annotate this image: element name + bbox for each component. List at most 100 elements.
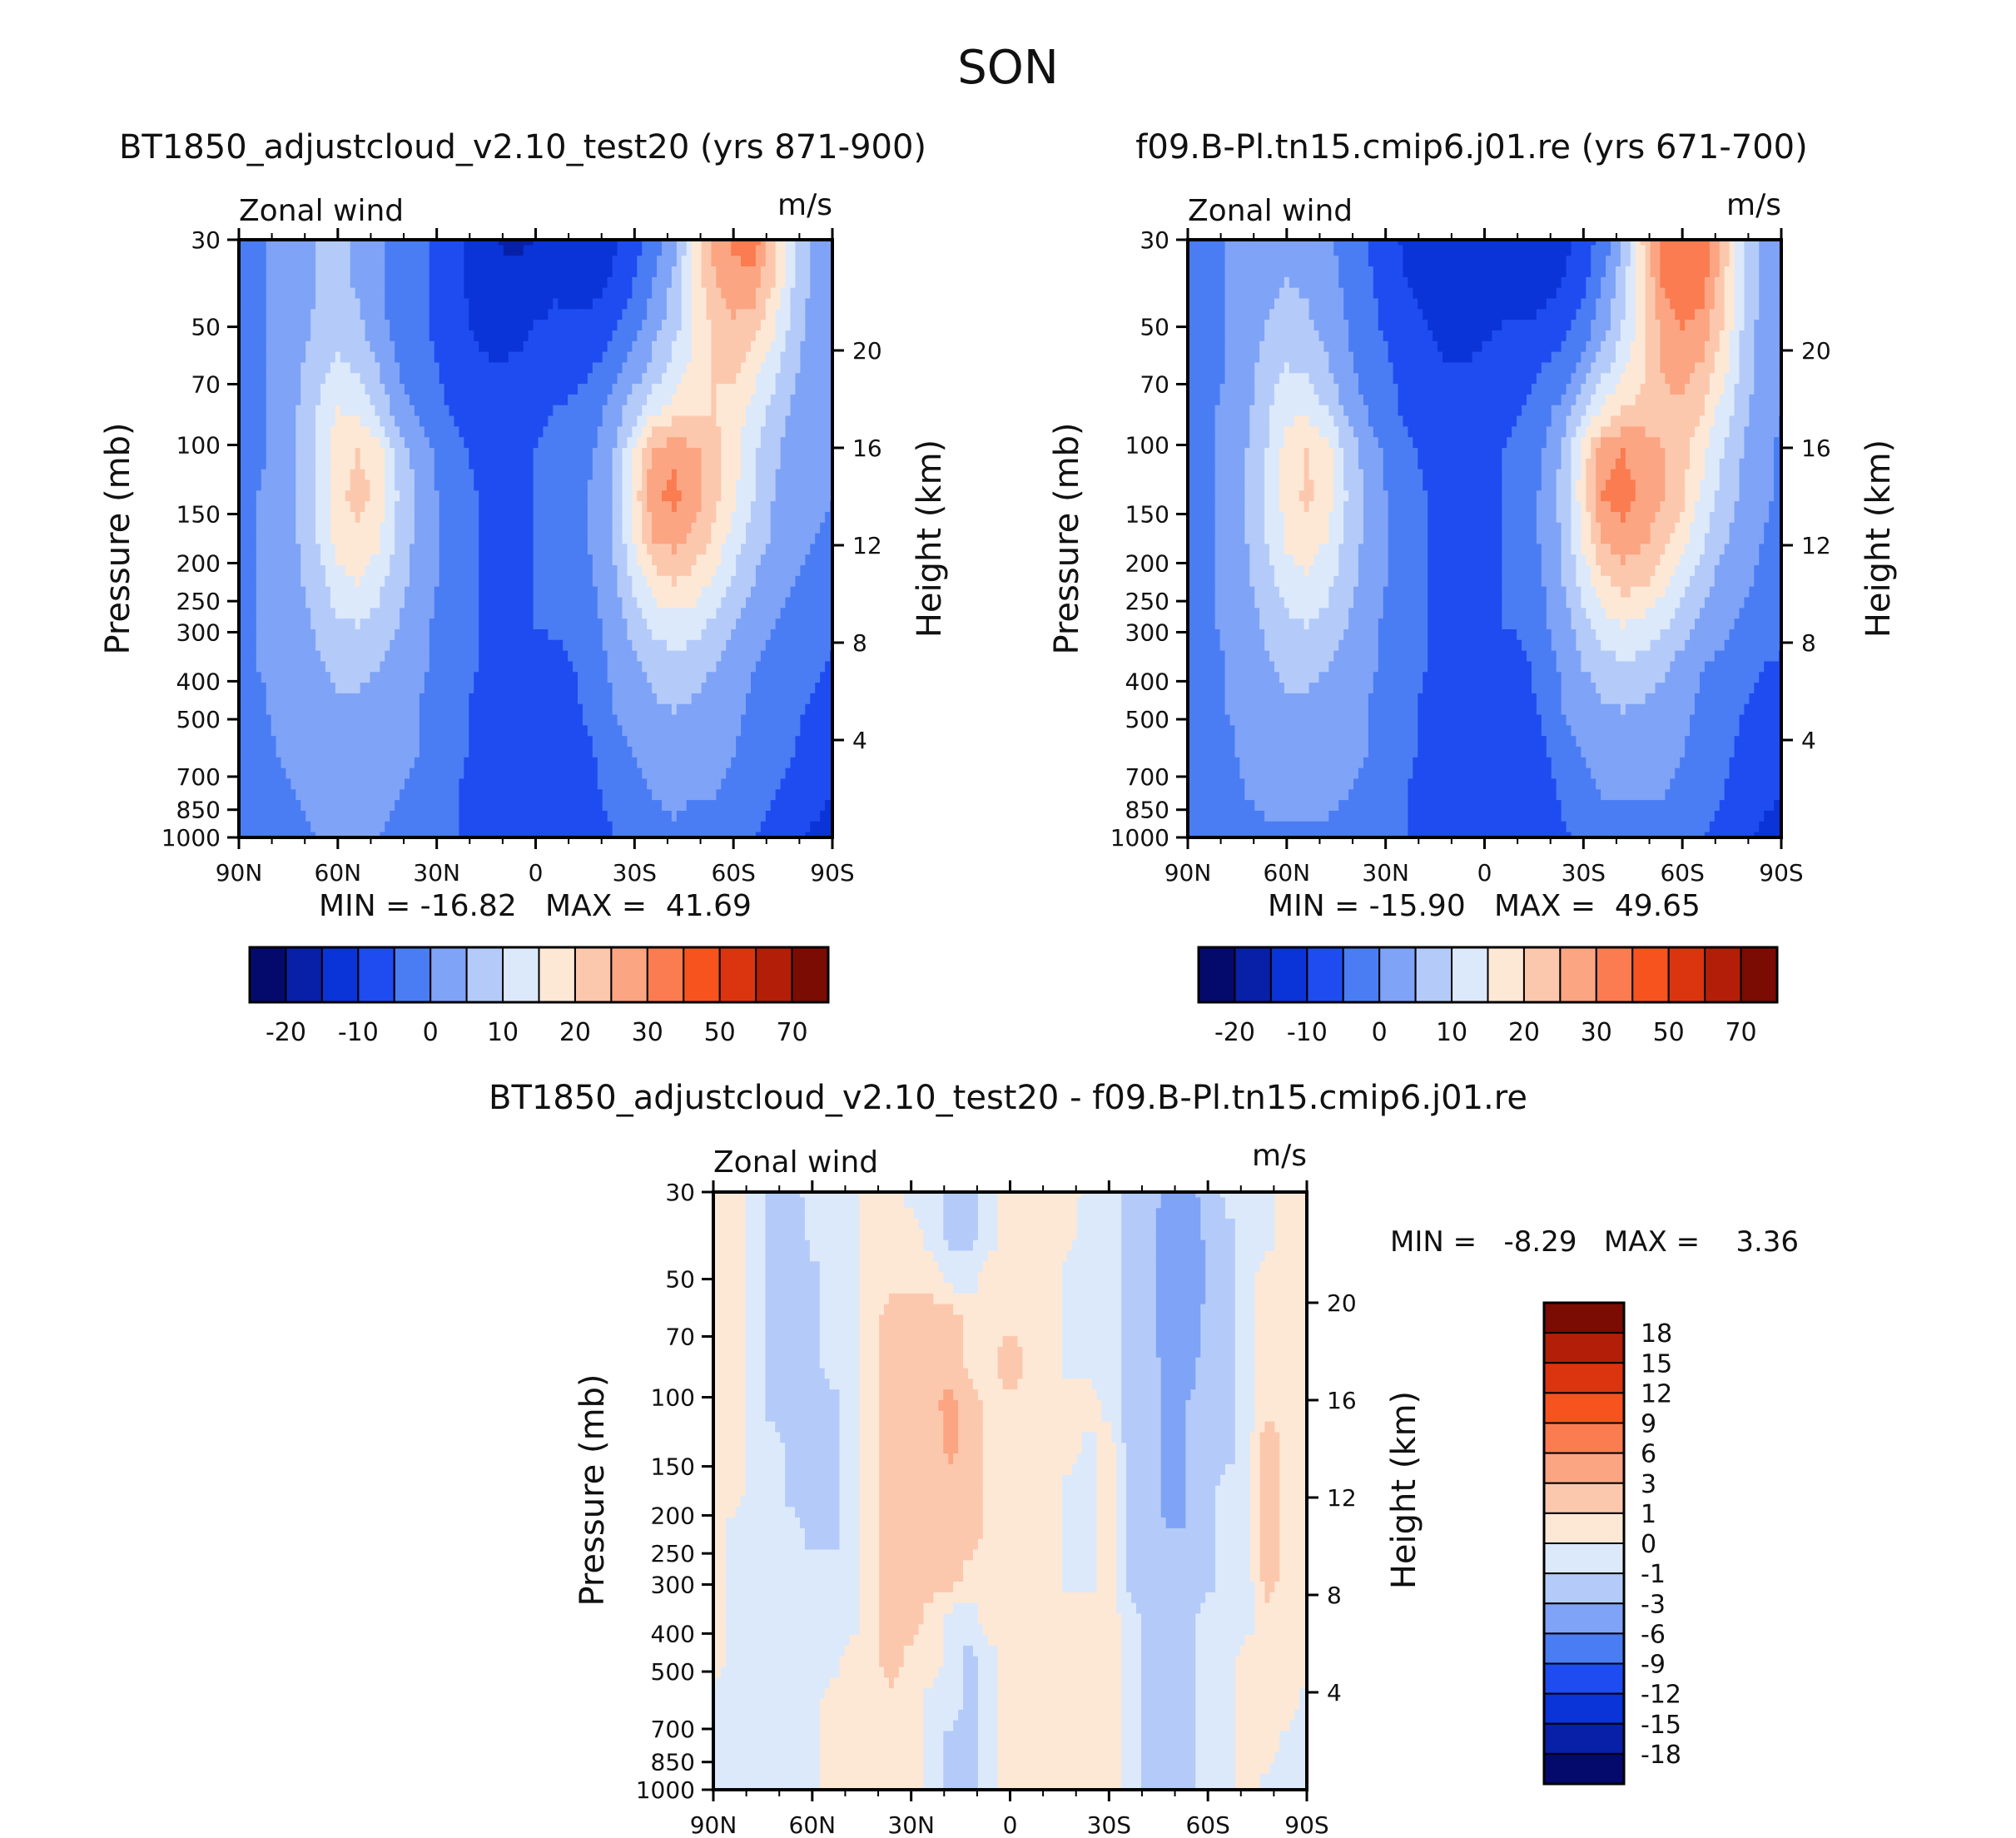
contour-cell	[691, 479, 698, 492]
contour-cell	[444, 554, 450, 566]
contour-cell	[721, 298, 727, 310]
contour-cell	[523, 522, 529, 534]
contour-cell	[320, 298, 326, 310]
contour-cell	[508, 469, 514, 481]
contour-cell	[760, 533, 767, 545]
contour-cell	[310, 533, 316, 545]
contour-cell	[320, 511, 326, 524]
contour-cell	[820, 240, 826, 246]
contour-cell	[533, 266, 539, 278]
contour-cell	[602, 544, 608, 556]
contour-cell	[528, 608, 534, 619]
contour-cell	[538, 479, 544, 492]
contour-cell	[617, 373, 623, 385]
contour-cell	[434, 565, 440, 577]
contour-cell	[355, 373, 361, 385]
contour-cell	[686, 490, 693, 502]
contour-cell	[647, 405, 653, 417]
contour-cell	[503, 394, 509, 406]
contour-cell	[528, 415, 534, 428]
contour-cell	[815, 287, 821, 300]
contour-cell	[320, 479, 326, 492]
contour-cell	[310, 287, 316, 300]
contour-cell	[385, 490, 391, 502]
contour-cell	[449, 597, 455, 609]
contour-cell	[790, 320, 797, 331]
contour-cell	[666, 240, 673, 246]
contour-cell	[657, 554, 663, 566]
contour-cell	[652, 330, 658, 342]
contour-cell	[286, 309, 292, 320]
contour-cell	[335, 426, 341, 438]
contour-cell	[533, 501, 539, 513]
contour-cell	[528, 511, 534, 524]
contour-cell	[380, 320, 386, 331]
contour-cell	[543, 501, 549, 513]
contour-cell	[652, 661, 658, 673]
contour-cell	[484, 458, 489, 470]
contour-cell	[711, 362, 718, 375]
contour-cell	[286, 458, 292, 470]
contour-cell	[815, 479, 821, 492]
contour-cell	[578, 384, 583, 395]
contour-cell	[612, 501, 618, 513]
contour-cell	[597, 351, 603, 364]
contour-cell	[434, 340, 440, 353]
contour-cell	[553, 554, 559, 566]
contour-cell	[449, 501, 455, 513]
contour-cell	[548, 469, 554, 481]
contour-cell	[820, 458, 826, 470]
contour-cell	[523, 330, 529, 342]
contour-cell	[290, 351, 297, 364]
contour-cell	[548, 628, 554, 641]
contour-cell	[825, 533, 831, 545]
contour-cell	[320, 394, 326, 406]
contour-cell	[390, 384, 395, 395]
contour-cell	[558, 426, 564, 438]
contour-cell	[251, 384, 257, 395]
contour-cell	[647, 287, 653, 300]
contour-cell	[775, 608, 782, 619]
contour-cell	[513, 639, 519, 652]
contour-cell	[711, 287, 718, 300]
contour-cell	[469, 565, 475, 577]
contour-cell	[726, 405, 732, 417]
contour-cell	[607, 597, 613, 609]
contour-cell	[489, 394, 494, 406]
contour-cell	[711, 628, 718, 641]
contour-cell	[325, 661, 331, 673]
contour-cell	[706, 597, 713, 609]
contour-cell	[523, 448, 529, 460]
contour-cell	[360, 608, 366, 619]
contour-cell	[716, 437, 722, 449]
contour-cell	[518, 479, 524, 492]
contour-cell	[444, 479, 450, 492]
contour-cell	[642, 608, 648, 619]
contour-cell	[573, 575, 578, 588]
contour-cell	[281, 544, 287, 556]
contour-cell	[760, 639, 767, 652]
contour-cell	[246, 266, 252, 278]
contour-cell	[553, 490, 559, 502]
contour-cell	[666, 565, 673, 577]
contour-cell	[770, 586, 777, 599]
contour-cell	[365, 533, 371, 545]
contour-cell	[464, 490, 470, 502]
contour-cell	[533, 256, 539, 267]
contour-cell	[513, 426, 519, 438]
contour-cell	[290, 373, 297, 385]
contour-cell	[696, 340, 703, 353]
contour-cell	[325, 608, 331, 619]
contour-cell	[360, 490, 366, 502]
contour-cell	[320, 544, 326, 556]
contour-cell	[409, 458, 415, 470]
contour-cell	[360, 469, 366, 481]
contour-cell	[295, 501, 302, 513]
contour-cell	[246, 351, 252, 364]
contour-cell	[805, 351, 812, 364]
contour-cell	[602, 426, 608, 438]
contour-cell	[360, 618, 366, 630]
contour-cell	[578, 330, 583, 342]
contour-cell	[696, 394, 703, 406]
contour-cell	[676, 575, 683, 588]
